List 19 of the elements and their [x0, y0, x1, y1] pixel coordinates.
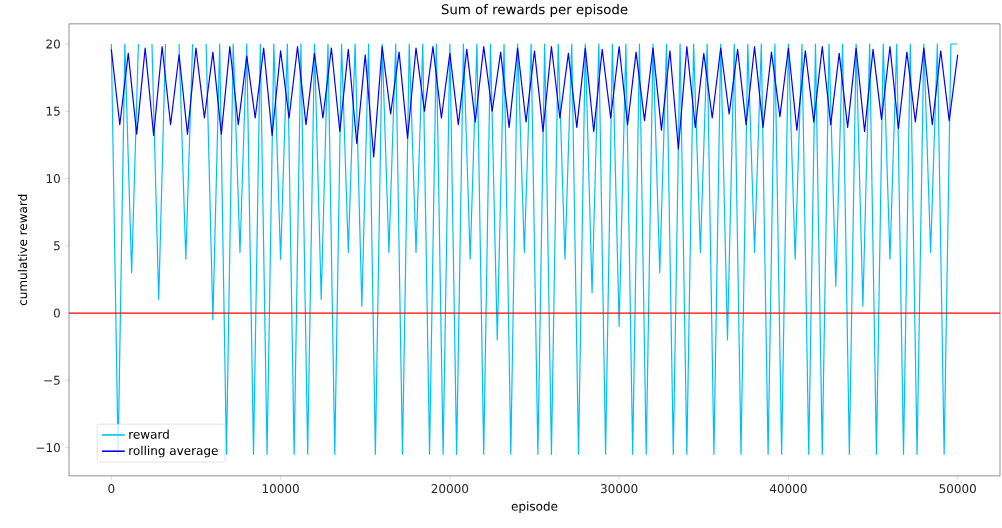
y-tick-label: 10 [46, 174, 60, 184]
x-tick-label: 10000 [262, 484, 299, 494]
y-axis-title: cumulative reward [17, 194, 28, 306]
y-tick-label: 5 [54, 241, 60, 251]
y-tick-label: −10 [36, 443, 60, 453]
y-tick-label: 20 [46, 39, 60, 49]
y-tick-label: −5 [44, 375, 60, 385]
x-tick-label: 50000 [939, 484, 976, 494]
y-tick-label: 0 [53, 308, 60, 318]
line-series [110, 46, 959, 158]
legend-label: reward [129, 429, 169, 439]
x-tick-label: 40000 [769, 484, 807, 494]
chart-title: Sum of rewards per episode [441, 4, 628, 17]
legend-label: rolling average [129, 445, 218, 458]
x-tick-label: 0 [108, 484, 115, 494]
x-axis-title: episode [511, 501, 558, 514]
x-tick-label: 20000 [431, 484, 469, 494]
x-tick-label: 30000 [600, 484, 638, 494]
y-tick-label: 15 [46, 106, 60, 116]
